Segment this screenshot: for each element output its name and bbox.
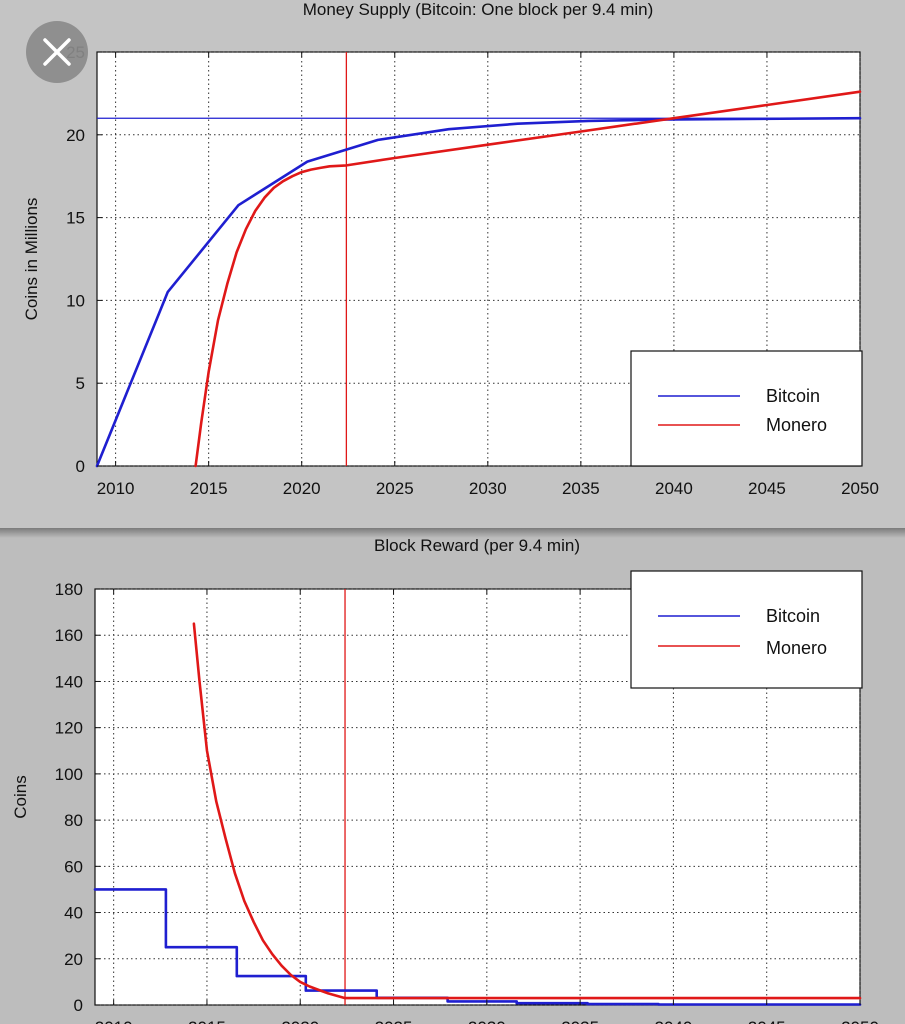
- chart1-legend-monero-label: Monero: [766, 415, 827, 435]
- chart2-legend-bitcoin-label: Bitcoin: [766, 606, 820, 626]
- c2-y-tick-label: 20: [64, 950, 83, 969]
- c2-x-tick-label: 2040: [655, 1018, 693, 1024]
- c1-x-tick-label: 2015: [190, 479, 228, 498]
- c2-x-tick-label: 2025: [375, 1018, 413, 1024]
- c2-y-tick-label: 140: [55, 672, 83, 691]
- c2-x-tick-label: 2050: [841, 1018, 879, 1024]
- c2-y-tick-label: 80: [64, 811, 83, 830]
- top-panel-shadow: [0, 528, 905, 538]
- chart2-gridlines: [95, 588, 861, 1006]
- c1-y-tick-label: 0: [76, 457, 85, 476]
- c1-x-tick-label: 2050: [841, 479, 879, 498]
- chart1-legend: Bitcoin Monero: [630, 350, 863, 467]
- c1-x-tick-label: 2025: [376, 479, 414, 498]
- chart1-ylabel: Coins in Millions: [22, 198, 41, 321]
- c1-x-tick-label: 2020: [283, 479, 321, 498]
- c2-y-tick-label: 40: [64, 904, 83, 923]
- c1-x-tick-label: 2010: [97, 479, 135, 498]
- chart2-title: Block Reward (per 9.4 min): [374, 536, 580, 555]
- c2-x-tick-label: 2010: [95, 1018, 133, 1024]
- c1-y-tick-label: 5: [76, 374, 85, 393]
- c1-x-tick-label: 2035: [562, 479, 600, 498]
- c2-series-monero: [192, 622, 862, 1000]
- c1-x-tick-label: 2030: [469, 479, 507, 498]
- chart2-legend-box: [630, 570, 863, 689]
- c1-series-monero: [194, 90, 862, 468]
- c1-y-tick-label: 15: [66, 209, 85, 228]
- c2-x-tick-label: 2015: [188, 1018, 226, 1024]
- chart1-x-axis: 2010 2015 2020 2025 2030 2035 2040 2045 2050: [97, 52, 879, 498]
- chart2-legend: Bitcoin Monero: [630, 570, 863, 689]
- chart1-y-axis: 0510152025: [66, 43, 102, 476]
- c2-x-tick-label: 2045: [748, 1018, 786, 1024]
- chart2-ylabel: Coins: [11, 775, 30, 818]
- chart1-legend-bitcoin-label: Bitcoin: [766, 386, 820, 406]
- c2-y-tick-label: 180: [55, 580, 83, 599]
- c2-x-tick-label: 2035: [561, 1018, 599, 1024]
- close-icon[interactable]: [43, 38, 71, 66]
- c2-y-tick-label: 160: [55, 626, 83, 645]
- c1-y-tick-label: 20: [66, 126, 85, 145]
- c2-y-tick-label: 0: [74, 996, 83, 1015]
- c2-y-tick-label: 100: [55, 765, 83, 784]
- c2-y-tick-label: 60: [64, 857, 83, 876]
- c2-x-tick-label: 2020: [281, 1018, 319, 1024]
- chart2-x-axis: 2010 2015 2020 2025 2030 2035 2040 2045 2050: [95, 589, 879, 1024]
- c1-x-tick-label: 2045: [748, 479, 786, 498]
- chart2-series: [93, 622, 862, 1006]
- close-button[interactable]: [26, 21, 88, 83]
- c1-series-bitcoin: [95, 116, 862, 468]
- chart1-title: Money Supply (Bitcoin: One block per 9.4…: [303, 0, 654, 19]
- c2-x-tick-label: 2030: [468, 1018, 506, 1024]
- c2-y-tick-label: 120: [55, 719, 83, 738]
- chart2-legend-monero-label: Monero: [766, 638, 827, 658]
- chart2-y-axis: 0 20 40 60 80 100 120 140 160 180: [55, 580, 100, 1015]
- c1-x-tick-label: 2040: [655, 479, 693, 498]
- c1-y-tick-label: 10: [66, 291, 85, 310]
- chart1-legend-box: [630, 350, 863, 467]
- chart1-series: [95, 90, 862, 468]
